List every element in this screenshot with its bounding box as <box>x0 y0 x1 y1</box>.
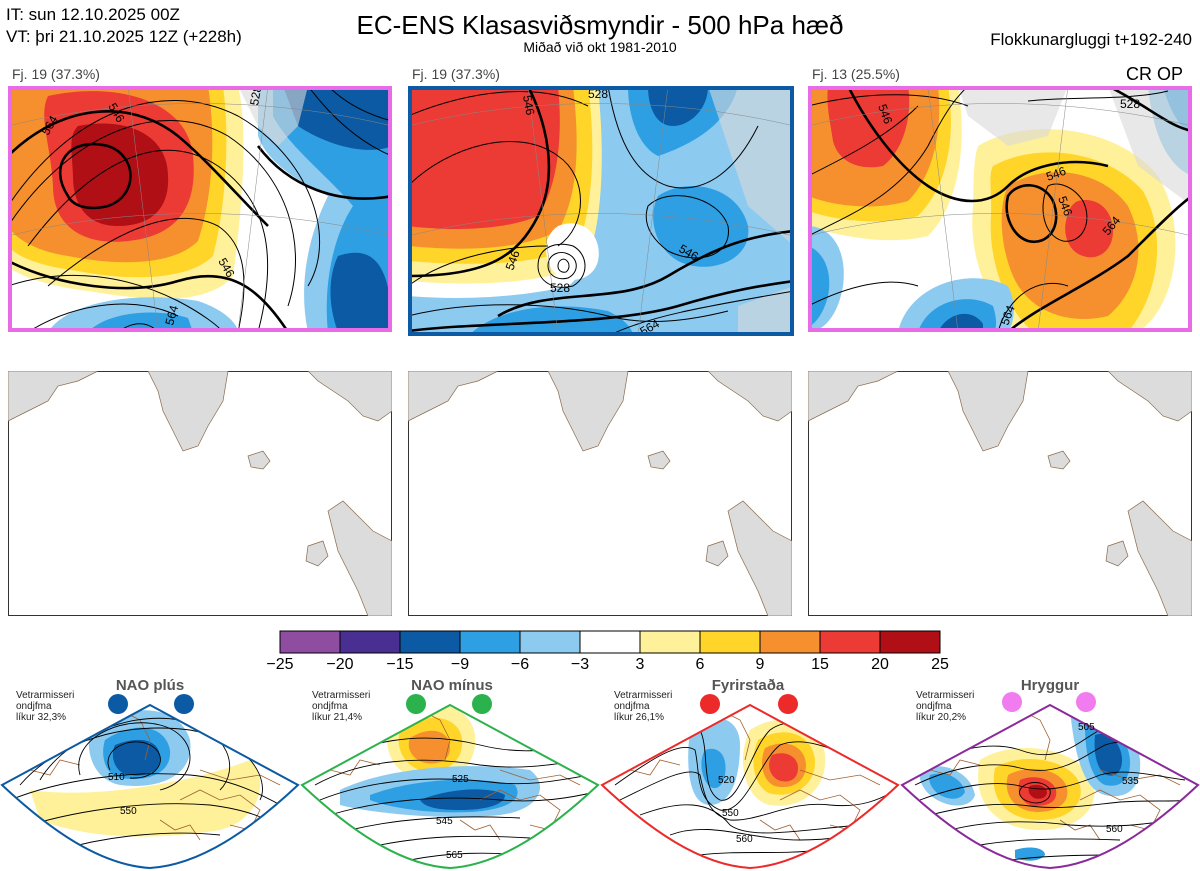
regime-frame <box>900 703 1200 870</box>
regime-frame <box>0 703 300 870</box>
colorbar-bin <box>519 630 581 654</box>
regime-dot <box>1002 692 1022 712</box>
regime-dot <box>1076 692 1096 712</box>
empty-map-3 <box>808 371 1192 616</box>
regime-dot <box>406 694 426 714</box>
contour-label: 546 <box>1055 194 1075 218</box>
regime-dot <box>778 694 798 714</box>
colorbar-tick-label: 3 <box>635 656 645 673</box>
colorbar-bin <box>579 630 641 654</box>
contour-label: 546 <box>503 248 523 272</box>
cluster-3-map: 546 528 546 546 564 564 <box>808 86 1192 332</box>
colorbar-tick-label: 9 <box>755 656 765 673</box>
contour-label: 528 <box>247 86 264 107</box>
regime-2-info: Vetrarmisseri ondjfma líkur 21,4% <box>312 690 371 723</box>
regime-1-name: NAO plús <box>115 677 185 694</box>
colorbar-tick-label: 25 <box>931 656 949 673</box>
contour-label: 528 <box>588 87 608 101</box>
contour-label: 550 <box>722 808 739 819</box>
regime-2-map: 525 545 565 <box>300 694 600 870</box>
colorbar-tick-label: −25 <box>266 656 294 673</box>
contour-label: 528 <box>550 281 570 295</box>
regime-3-map: 520 550 560 <box>600 694 900 870</box>
regime-3-name: Fyrirstaða <box>711 677 785 694</box>
contour-label: 546 <box>520 94 537 116</box>
contour-label: 550 <box>120 806 137 817</box>
cluster-2-map: 546 528 528 546 546 564 <box>408 86 794 336</box>
regime-1-info: Vetrarmisseri ondjfma líkur 32,3% <box>16 690 75 723</box>
regime-4-map: 505 535 560 <box>900 692 1200 870</box>
colorbar-tick-label: 6 <box>695 656 705 673</box>
contour-label: 545 <box>436 816 453 827</box>
colorbar-bin <box>759 630 821 654</box>
empty-map-1 <box>8 371 392 616</box>
contour-label: 525 <box>452 774 469 785</box>
empty-map-2 <box>408 371 792 616</box>
regime-2-name: NAO mínus <box>411 677 493 694</box>
cluster-2-label: Fj. 19 (37.3%) <box>412 66 500 82</box>
contour-label: 564 <box>162 303 181 326</box>
colorbar <box>279 630 941 654</box>
cluster-1-label: Fj. 19 (37.3%) <box>12 66 100 82</box>
header-times: IT: sun 12.10.2025 00Z VT: þri 21.10.202… <box>6 4 242 48</box>
contour-label: 510 <box>108 772 125 783</box>
regime-4-info: Vetrarmisseri ondjfma líkur 20,2% <box>916 690 975 723</box>
colorbar-bin <box>639 630 701 654</box>
regime-tag: CR OP <box>1126 64 1184 84</box>
regime-3-info: Vetrarmisseri ondjfma líkur 26,1% <box>614 690 673 723</box>
contour-label: 505 <box>1078 722 1095 733</box>
colorbar-bin <box>699 630 761 654</box>
regime-frame <box>300 703 600 870</box>
cluster-1-frame <box>8 86 392 332</box>
init-time: IT: sun 12.10.2025 00Z <box>6 5 180 24</box>
colorbar-tick-label: −15 <box>386 656 414 673</box>
colorbar-bin <box>879 630 941 654</box>
colorbar-bin <box>339 630 401 654</box>
contour-label: 560 <box>1106 824 1123 835</box>
contour-label: 565 <box>446 850 463 861</box>
contour-label: 535 <box>1122 776 1139 787</box>
contour-label: 528 <box>1120 97 1140 111</box>
colorbar-bin <box>279 630 341 654</box>
regime-dot <box>700 694 720 714</box>
contour-label: 564 <box>998 303 1018 327</box>
colorbar-tick-label: −3 <box>570 656 590 673</box>
regime-dot <box>174 694 194 714</box>
page-subtitle: Miðað við okt 1981-2010 <box>523 39 677 55</box>
colorbar-tick-label: −20 <box>326 656 354 673</box>
regime-dot <box>472 694 492 714</box>
colorbar-bin <box>819 630 881 654</box>
regime-4-name: Hryggur <box>1020 677 1080 694</box>
colorbar-tick-label: 15 <box>811 656 829 673</box>
colorbar-tick-label: −6 <box>510 656 530 673</box>
regime-dot <box>108 694 128 714</box>
valid-time: VT: þri 21.10.2025 12Z (+228h) <box>6 27 242 46</box>
regime-1-map: 510 550 <box>0 694 300 870</box>
colorbar-bin <box>399 630 461 654</box>
contour-label: 546 <box>875 102 895 126</box>
cluster-3-frame <box>808 86 1192 332</box>
cluster-1-map: 546 564 528 546 564 <box>8 86 392 332</box>
classification-window: Flokkunargluggi t+192-240 <box>990 30 1192 49</box>
colorbar-tick-label: −9 <box>450 656 470 673</box>
colorbar-bin <box>459 630 521 654</box>
regime-frame <box>600 703 900 870</box>
cluster-2-frame <box>408 86 794 336</box>
contour-label: 520 <box>718 775 735 786</box>
contour-label: 560 <box>736 834 753 845</box>
page-title: EC-ENS Klasasviðsmyndir - 500 hPa hæð <box>356 10 844 40</box>
contour-label: 546 <box>1044 164 1068 184</box>
cluster-3-label: Fj. 13 (25.5%) <box>812 66 900 82</box>
colorbar-tick-label: 20 <box>871 656 889 673</box>
